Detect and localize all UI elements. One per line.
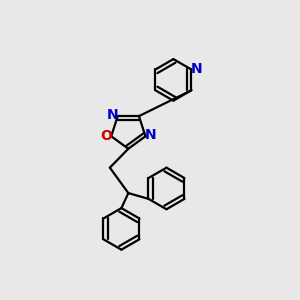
Text: N: N — [191, 62, 202, 76]
Text: N: N — [145, 128, 156, 142]
Text: N: N — [107, 108, 118, 122]
Text: O: O — [100, 129, 112, 143]
